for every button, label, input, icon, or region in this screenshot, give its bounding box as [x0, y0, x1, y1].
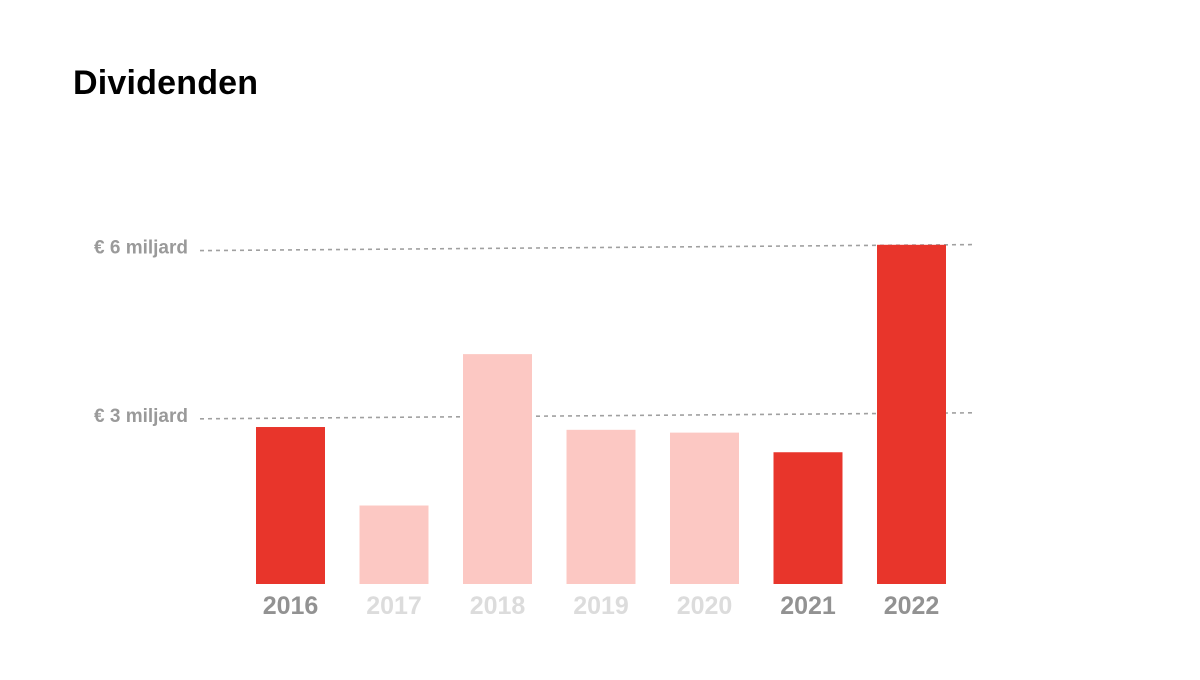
- x-tick-label-2018: 2018: [470, 592, 526, 620]
- reference-line-6: [199, 243, 973, 252]
- reference-label-3: € 3 miljard: [94, 406, 188, 427]
- bars: [256, 244, 946, 584]
- bar-2019: [566, 429, 636, 584]
- x-axis-labels: 2016 2017 2018 2019 2020 2021 2022: [263, 592, 940, 620]
- x-tick-label-2022: 2022: [884, 592, 940, 620]
- x-tick-label-2020: 2020: [677, 592, 733, 620]
- x-tick-label-2017: 2017: [366, 592, 422, 620]
- bar-2020: [670, 432, 739, 584]
- bar-2021: [773, 452, 843, 584]
- chart-title: Dividenden: [73, 64, 259, 102]
- bar-2022: [877, 244, 946, 584]
- reference-label-6: € 6 miljard: [94, 238, 188, 259]
- bar-2016: [256, 427, 325, 584]
- reference-line-3: [199, 412, 973, 420]
- x-tick-label-2016: 2016: [263, 592, 319, 620]
- x-tick-label-2021: 2021: [780, 592, 836, 620]
- bar-2017: [359, 505, 429, 584]
- reference-lines: € 6 miljard € 3 miljard: [94, 238, 973, 427]
- x-tick-label-2019: 2019: [573, 592, 629, 620]
- bar-2018: [463, 354, 532, 584]
